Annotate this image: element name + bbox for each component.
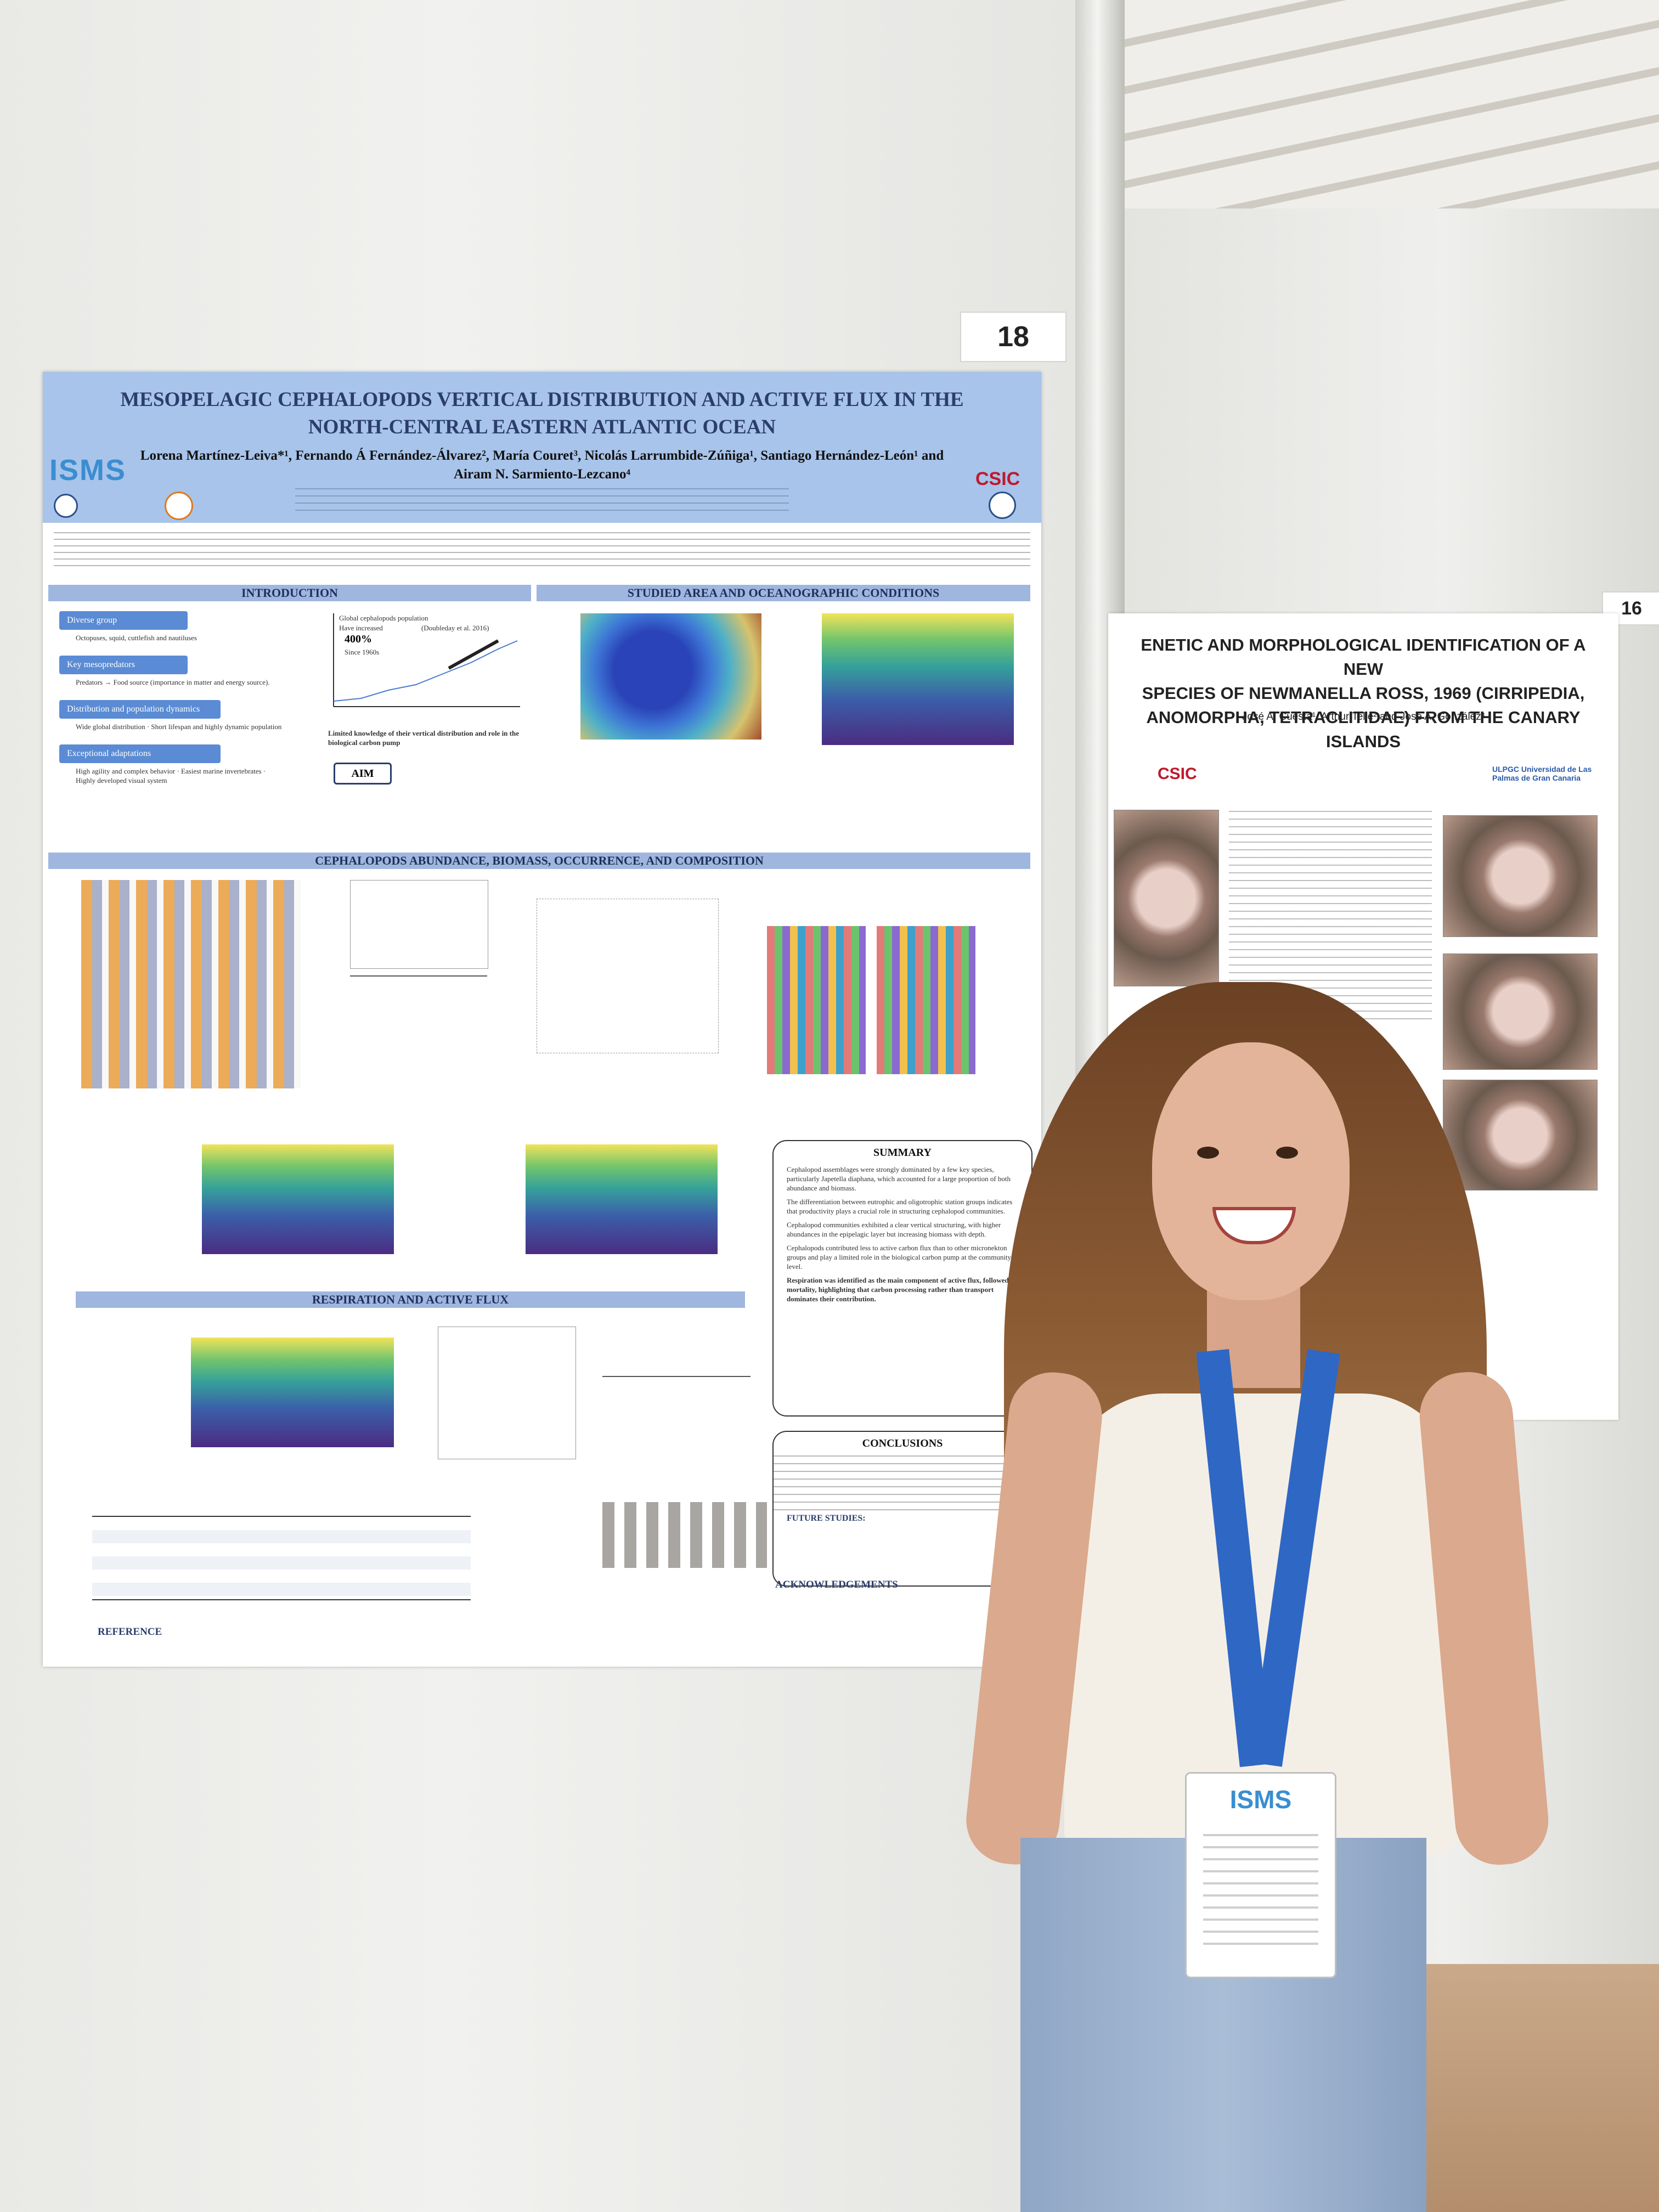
- poster-authors: Lorena Martínez-Leiva*¹, Fernando Á Fern…: [140, 448, 944, 482]
- intro-chart-stat-label: Have increased: [339, 624, 383, 632]
- oceanographic-sections-plot: [822, 613, 1014, 745]
- abstract-text: [54, 532, 1030, 572]
- summary-heading: SUMMARY: [873, 1147, 932, 1159]
- intro-box-label: Key mesopredators: [59, 656, 188, 674]
- conclusions-heading: CONCLUSIONS: [862, 1437, 943, 1449]
- intro-chart-stat-since: Since 1960s: [345, 648, 380, 656]
- cephalopod-species-photos: [602, 1502, 767, 1568]
- intro-box-text: Octopuses, squid, cuttlefish and nautilu…: [76, 634, 197, 642]
- intro-box-text: High agility and complex behavior · Easi…: [76, 767, 266, 785]
- intro-population-chart: Global cephalopods population Have incre…: [317, 608, 526, 718]
- summary-point: Cephalopod assemblages were strongly dom…: [787, 1165, 1011, 1192]
- future-studies-heading: FUTURE STUDIES:: [787, 1514, 866, 1523]
- summary-box: SUMMARY Cephalopod assemblages were stro…: [772, 1140, 1032, 1417]
- summary-point: Cephalopod communities exhibited a clear…: [787, 1221, 1001, 1238]
- eye: [1197, 1147, 1219, 1159]
- poster-number-tag: 18: [960, 312, 1066, 362]
- adjacent-poster-title: ENETIC AND MORPHOLOGICAL IDENTIFICATION …: [1119, 633, 1607, 754]
- ieo-seal-icon: [989, 492, 1016, 519]
- intro-chart-caption: Global cephalopods population: [339, 614, 428, 622]
- name-badge: ISMS: [1185, 1772, 1336, 1978]
- person-face: [1152, 1042, 1350, 1300]
- ceiling: [1125, 0, 1659, 208]
- section-respiration-header: RESPIRATION AND ACTIVE FLUX: [76, 1291, 745, 1308]
- pca-plot: [438, 1327, 576, 1459]
- smile: [1212, 1207, 1296, 1244]
- study-area-map: [580, 613, 761, 740]
- intro-box-text: Predators → Food source (importance in m…: [76, 678, 270, 686]
- biomass-vertical-section: [526, 1144, 718, 1254]
- university-seal-icon: [54, 494, 78, 518]
- intro-box-text: Wide global distribution · Short lifespa…: [76, 723, 282, 731]
- respiration-dendrogram: [602, 1376, 751, 1476]
- csic-logo: CSIC: [975, 469, 1020, 489]
- poster-title: MESOPELAGIC CEPHALOPODS VERTICAL DISTRIB…: [120, 388, 964, 438]
- badge-sponsor-logos: [1203, 1834, 1318, 1955]
- composition-bar-chart-left: [767, 926, 866, 1074]
- main-poster: MESOPELAGIC CEPHALOPODS VERTICAL DISTRIB…: [43, 372, 1041, 1667]
- intro-box-label: Diverse group: [59, 611, 188, 630]
- eye: [1276, 1147, 1298, 1159]
- section-abundance-header: CEPHALOPODS ABUNDANCE, BIOMASS, OCCURREN…: [48, 853, 1030, 869]
- adjacent-poster-title-line: ANOMORPHA, TETRACLITIDAE) FROM THE CANAR…: [1146, 708, 1581, 751]
- respiration-vertical-section: [191, 1338, 394, 1447]
- flux-table: [92, 1516, 471, 1600]
- composition-bar-chart-right: [877, 926, 975, 1074]
- nmds-plot: [350, 880, 488, 969]
- acknowledgements-heading: ACKNOWLEDGEMENTS: [775, 1579, 898, 1590]
- section-introduction-header: INTRODUCTION: [48, 585, 531, 601]
- iocag-logo-icon: [165, 492, 193, 520]
- intro-boxes: Diverse group Octopuses, squid, cuttlefi…: [59, 608, 301, 788]
- dendrogram-plot: [350, 975, 487, 1086]
- conclusions-box: CONCLUSIONS FUTURE STUDIES:: [772, 1431, 1032, 1587]
- adjacent-csic-logo: CSIC: [1158, 765, 1197, 783]
- conclusions-text: [774, 1455, 1031, 1510]
- dbrda-plot: [537, 899, 719, 1053]
- summary-point: Cephalopods contributed less to active c…: [787, 1244, 1012, 1271]
- intro-box-label: Exceptional adaptations: [59, 744, 221, 763]
- intro-box-label: Distribution and population dynamics: [59, 700, 221, 719]
- population-trend-graph: [333, 613, 520, 707]
- barnacle-photo: [1443, 1080, 1598, 1190]
- aim-box: AIM: [334, 763, 392, 785]
- badge-isms-logo: ISMS: [1229, 1785, 1292, 1814]
- abundance-vertical-section: [202, 1144, 394, 1254]
- section-study-area-header: STUDIED AREA AND OCEANOGRAPHIC CONDITION…: [537, 585, 1030, 601]
- affiliations-text: [295, 488, 789, 516]
- summary-point: Respiration was identified as the main c…: [787, 1276, 1018, 1303]
- adjacent-poster-title-line: SPECIES OF NEWMANELLA ROSS, 1969 (CIRRIP…: [1142, 684, 1585, 703]
- limited-knowledge-text: Limited knowledge of their vertical dist…: [328, 729, 519, 747]
- reference-heading: REFERENCE: [98, 1626, 162, 1638]
- adjacent-poster-authors: José A. Cuesta¹, Arthur Telle² and José …: [1242, 711, 1485, 723]
- intro-chart-citation: (Doubleday et al. 2016): [421, 624, 489, 632]
- adjacent-poster-title-line: ENETIC AND MORPHOLOGICAL IDENTIFICATION …: [1141, 635, 1586, 679]
- summary-point: The differentiation between eutrophic an…: [787, 1198, 1013, 1215]
- barnacle-photo: [1443, 953, 1598, 1070]
- isms-logo: ISMS: [49, 454, 127, 487]
- ulpgc-logo: ULPGC Universidad de Las Palmas de Gran …: [1492, 765, 1592, 782]
- barnacle-photo: [1443, 815, 1598, 937]
- barnacle-photo: [1114, 810, 1219, 986]
- abundance-bar-charts: [81, 880, 301, 1088]
- intro-chart-stat-value: 400%: [345, 633, 372, 645]
